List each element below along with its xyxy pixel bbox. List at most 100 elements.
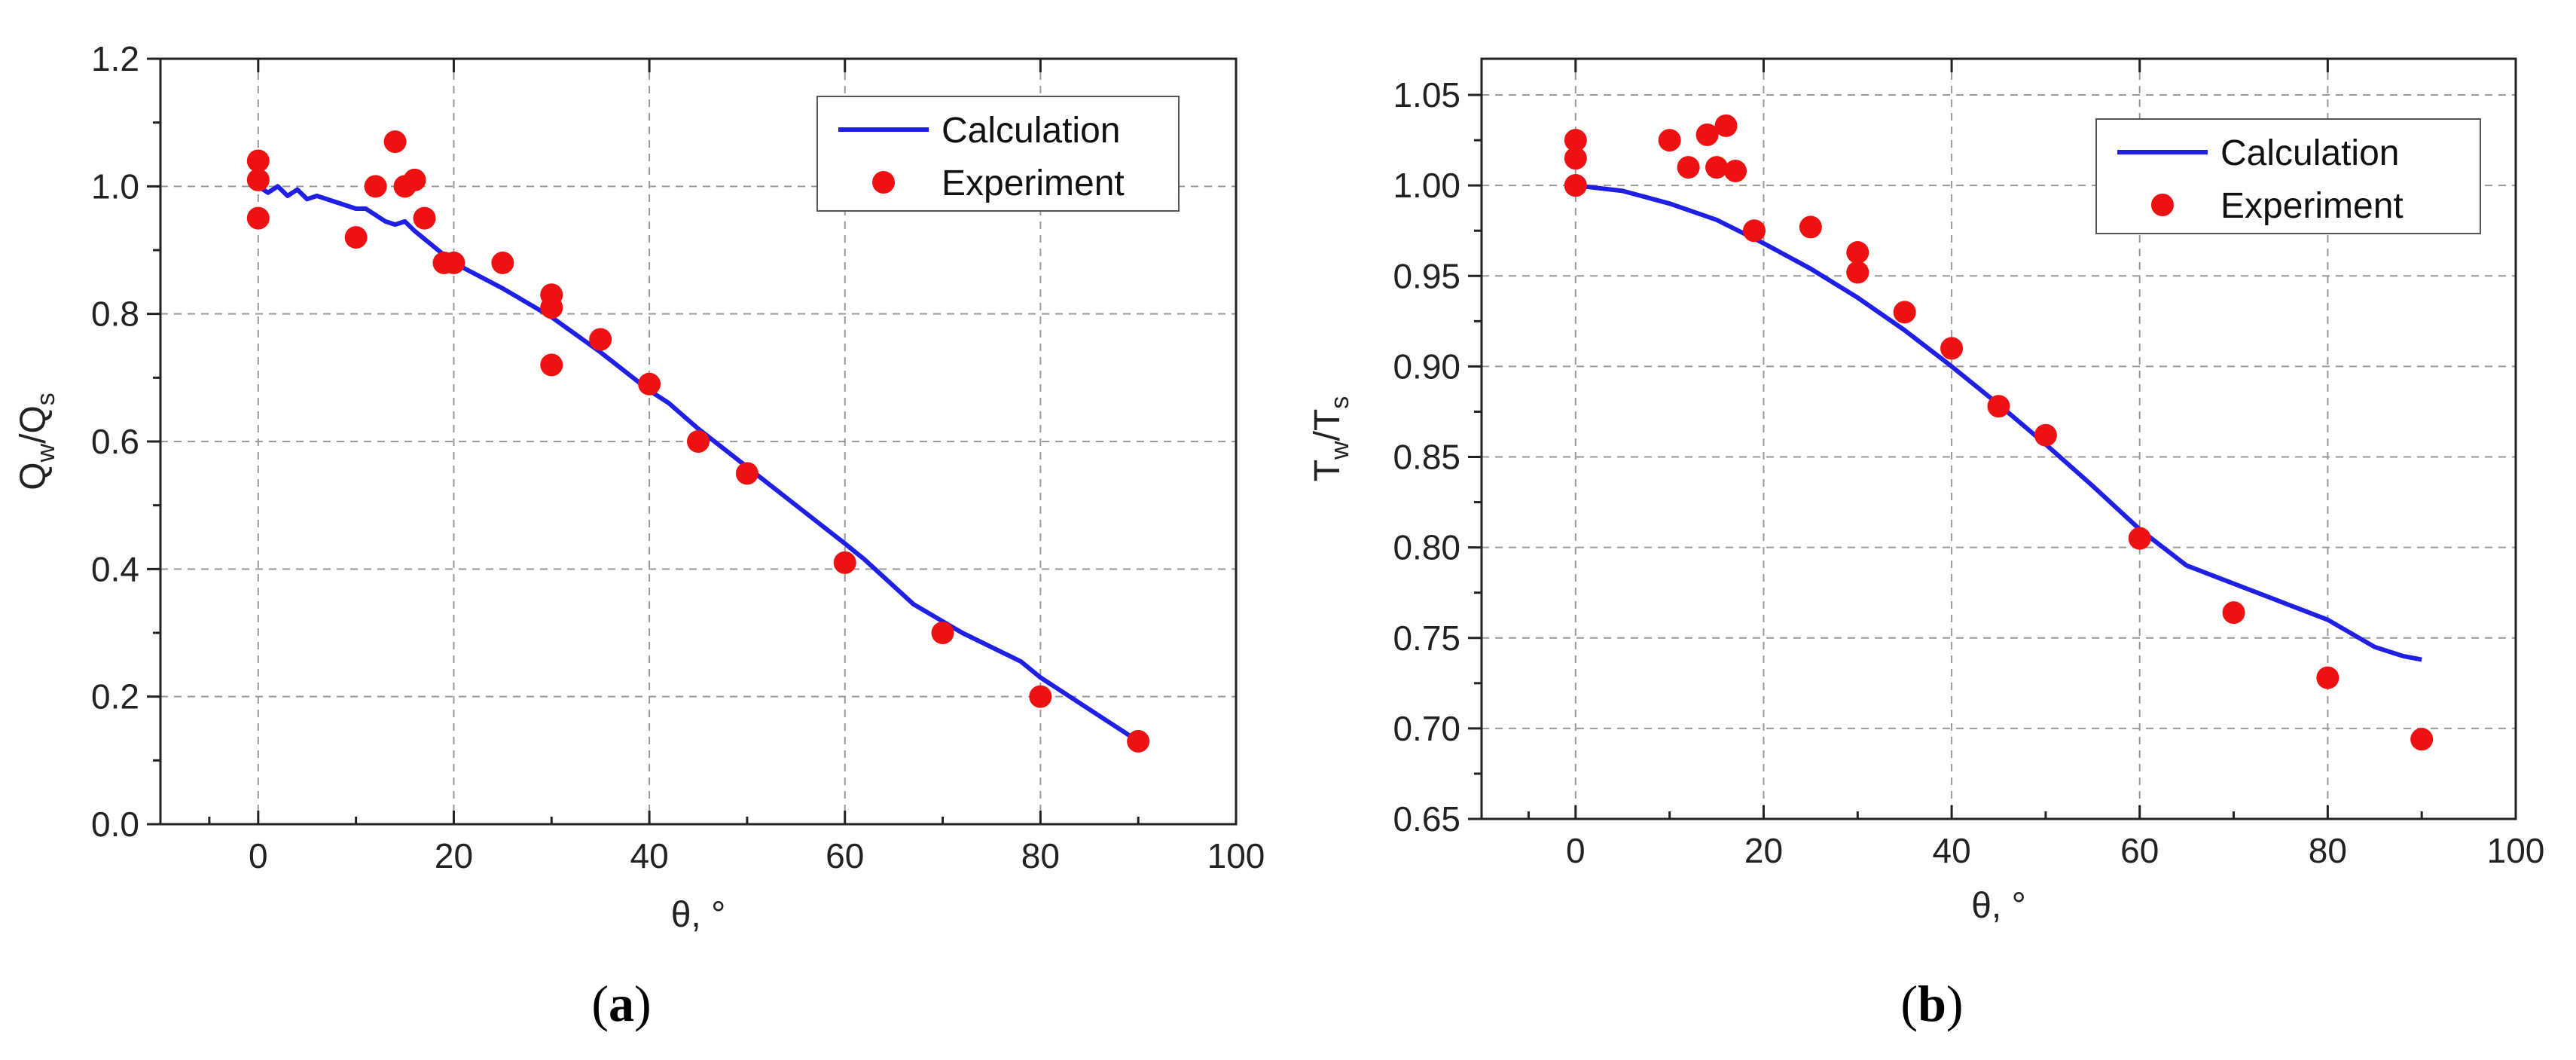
- experiment-point: [1987, 395, 2010, 418]
- experiment-point: [383, 130, 407, 154]
- x-tick-label: 80: [2309, 831, 2347, 870]
- legend-calculation-label: Calculation: [942, 111, 1120, 151]
- experiment-point: [1564, 174, 1587, 197]
- y-tick-labels: 0.0 0.2 0.4 0.6 0.8 1.0 1.2: [91, 39, 139, 844]
- y-tick-label: 0.70: [1393, 709, 1460, 748]
- experiment-point: [833, 551, 856, 574]
- experiment-point: [1029, 685, 1052, 708]
- panel-caption-a: (a): [591, 975, 651, 1032]
- legend-experiment-label: Experiment: [942, 163, 1125, 203]
- y-tick-labels: 0.65 0.70 0.75 0.80 0.85 0.90 0.95 1.00 1.05: [1393, 75, 1460, 839]
- y-tick-label: 0.2: [91, 677, 139, 716]
- y-tick-label: 0.80: [1393, 528, 1460, 567]
- y-axis-label-sub2: s: [32, 393, 60, 405]
- x-axis-label: θ, °: [1971, 886, 2026, 926]
- experiment-point: [2410, 728, 2434, 751]
- experiment-point: [540, 353, 563, 377]
- y-tick-label: 0.95: [1393, 256, 1460, 295]
- experiment-point: [2034, 423, 2057, 447]
- legend-experiment-marker: [872, 171, 895, 194]
- experiment-points-group: [246, 130, 1150, 753]
- x-tick-labels: 0 20 40 60 80 100: [1566, 831, 2544, 870]
- experiment-point: [2222, 601, 2245, 625]
- legend: Calculation Experiment: [2095, 118, 2481, 234]
- y-tick-label: 0.65: [1393, 799, 1460, 839]
- experiment-point: [2128, 527, 2151, 550]
- caption-letter: b: [1918, 975, 1946, 1032]
- plot-frame: [1480, 57, 2517, 820]
- experiment-point: [1677, 156, 1700, 179]
- experiment-point: [540, 296, 563, 319]
- x-tick-label: 60: [2120, 831, 2159, 870]
- y-tick-label: 0.75: [1393, 619, 1460, 658]
- y-tick-label: 1.00: [1393, 166, 1460, 205]
- experiment-point: [1846, 261, 1869, 284]
- x-tick-labels: 0 20 40 60 80 100: [249, 836, 1265, 875]
- y-tick-label: 0.90: [1393, 347, 1460, 386]
- x-tick-label: 40: [1933, 831, 1971, 870]
- axis-ticks: [1468, 59, 2517, 820]
- experiment-point: [1695, 123, 1719, 146]
- chart-panel-a: 0 20 40 60 80 100 0.00.20.40.60.81.01.2 θ, ° …: [14, 39, 1265, 1032]
- panel-caption-b: (b): [1900, 975, 1963, 1032]
- caption-letter: a: [609, 975, 634, 1032]
- y-axis-label-base1: T: [1308, 460, 1348, 481]
- x-tick-label: 60: [826, 836, 864, 875]
- y-axis-label-sub1: w: [1326, 441, 1354, 460]
- experiment-point: [1714, 114, 1738, 137]
- experiment-point: [931, 622, 954, 644]
- y-tick-label: 0.8: [91, 295, 139, 334]
- legend-experiment-marker: [2151, 194, 2174, 216]
- experiment-point: [442, 251, 465, 274]
- calculation-line: [1575, 183, 2422, 662]
- x-tick-label: 20: [435, 836, 473, 875]
- y-axis-label: Qw/Qs: [14, 393, 60, 490]
- experiment-point: [344, 226, 368, 249]
- x-tick-label: 100: [1207, 836, 1265, 875]
- experiment-point: [1724, 159, 1747, 182]
- caption-open-paren: (: [591, 975, 609, 1032]
- y-axis-label-sub1: w: [32, 443, 60, 463]
- experiment-point: [413, 206, 436, 230]
- x-tick-label: 80: [1021, 836, 1060, 875]
- y-axis-label: Tw/Ts: [1308, 396, 1354, 482]
- y-axis-label-base1: Q: [14, 462, 53, 490]
- experiment-point: [1564, 129, 1587, 152]
- experiment-point: [1658, 129, 1681, 152]
- experiment-point: [403, 168, 426, 191]
- experiment-point: [1127, 729, 1150, 753]
- experiment-point: [687, 430, 710, 453]
- x-axis-label: θ, °: [671, 895, 726, 935]
- caption-close-paren: ): [634, 975, 652, 1032]
- experiment-point: [1799, 215, 1822, 239]
- experiment-point: [2316, 666, 2339, 689]
- y-tick-label: 0.6: [91, 422, 139, 461]
- experiment-point: [589, 328, 612, 351]
- chart-panel-b: 0 20 40 60 80 100 0.65 0.70 0.75 0.80 0.85 0.90 0.9…: [1308, 57, 2544, 1032]
- experiment-point: [1705, 156, 1729, 179]
- experiment-point: [364, 175, 387, 198]
- x-tick-label: 0: [1566, 831, 1586, 870]
- legend-calculation-label: Calculation: [2220, 133, 2399, 173]
- y-tick-label: 0.0: [91, 805, 139, 844]
- experiment-point: [638, 372, 661, 396]
- x-tick-label: 0: [249, 836, 268, 875]
- legend-experiment-label: Experiment: [2220, 186, 2404, 226]
- caption-open-paren: (: [1900, 975, 1918, 1032]
- y-tick-label: 0.4: [91, 549, 139, 588]
- experiment-point: [1893, 301, 1916, 324]
- experiment-point: [735, 462, 758, 485]
- experiment-point: [246, 168, 270, 191]
- calculation-line-group: [1575, 183, 2422, 662]
- experiment-point: [491, 251, 514, 274]
- y-tick-label: 1.05: [1393, 75, 1460, 115]
- y-axis-label-sub2: s: [1326, 396, 1354, 409]
- experiment-point: [1564, 147, 1587, 170]
- y-tick-label: 1.0: [91, 166, 139, 206]
- experiment-point: [246, 149, 270, 173]
- y-tick-label: 1.2: [91, 39, 139, 78]
- x-tick-label: 40: [630, 836, 669, 875]
- experiment-point: [246, 206, 270, 230]
- experiment-points-group: [1564, 114, 2434, 751]
